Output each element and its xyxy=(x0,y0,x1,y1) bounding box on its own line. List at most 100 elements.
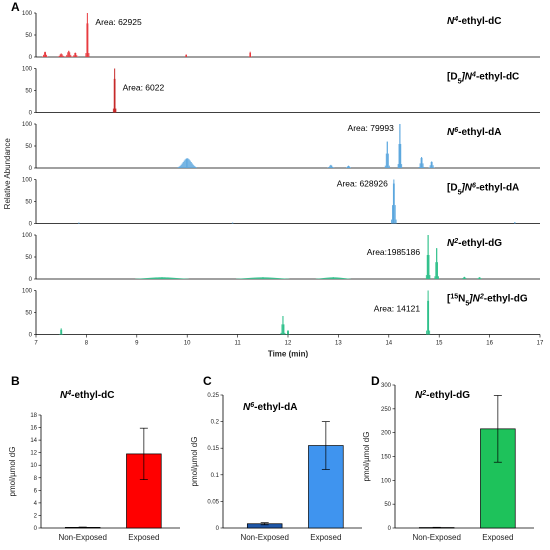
y-axis-title: pmol/µmol dG xyxy=(190,437,199,487)
y-tick-label: 100 xyxy=(22,122,33,128)
iso-superscript: 15 xyxy=(450,293,458,300)
trace-label: [D5]N4-ethyl-dC xyxy=(447,71,519,85)
y-tick-label: 50 xyxy=(25,311,32,317)
label-prefix: N xyxy=(447,16,455,27)
chart-title: N6-ethyl-dA xyxy=(243,402,297,414)
y-tick-label: 100 xyxy=(22,178,33,184)
y-tick-label: 50 xyxy=(25,33,32,39)
iso-prefix: [D xyxy=(447,183,458,194)
peak xyxy=(85,13,90,57)
peak xyxy=(384,141,390,168)
y-tick-label: 0 xyxy=(216,526,220,532)
y-tick-label: 100 xyxy=(22,289,33,295)
y-tick-label: 12 xyxy=(30,451,37,457)
peak xyxy=(42,51,49,57)
category-label: Non-Exposed xyxy=(412,533,460,542)
y-tick-label: 0 xyxy=(34,526,38,532)
title-superscript: 6 xyxy=(250,402,254,409)
y-tick-label: 100 xyxy=(22,67,33,73)
peak xyxy=(57,53,65,57)
y-axis-title: pmol/µmol dG xyxy=(362,432,371,482)
y-tick-label: 0 xyxy=(388,526,392,532)
label-suffix: -ethyl-dC xyxy=(476,72,519,83)
y-tick-label: 150 xyxy=(381,455,392,461)
peak xyxy=(280,316,286,335)
trace-2: 0 50 100 Area: 79993 N6-ethyl-dA xyxy=(22,122,540,172)
title-superscript: 4 xyxy=(66,390,71,397)
y-axis-title: Relative Abundance xyxy=(3,138,12,210)
trace-1: 0 50 100 Area: 6022 [D5]N4-ethyl-dC xyxy=(22,67,540,117)
chart-title: N2-ethyl-dG xyxy=(415,390,470,402)
iso-prefix: [D xyxy=(447,72,458,83)
title-prefix: N xyxy=(60,390,68,401)
category-label: Exposed xyxy=(310,533,341,542)
bar-chart-d: D 0 50 100 150 200 250 300 pmol/µmol dG N2-ethyl-… xyxy=(362,374,534,542)
category-label: Exposed xyxy=(128,533,159,542)
y-tick-label: 50 xyxy=(25,89,32,95)
y-tick-label: 4 xyxy=(34,501,38,507)
iso-element: N xyxy=(458,294,465,305)
y-tick-label: 0 xyxy=(29,55,33,61)
x-tick-label: 12 xyxy=(285,341,292,347)
y-tick-label: 6 xyxy=(34,488,38,494)
label-superscript: 6 xyxy=(472,182,476,189)
label-prefix: N xyxy=(447,127,455,138)
x-tick-label: 11 xyxy=(234,341,241,347)
area-label: Area: 79993 xyxy=(348,123,395,133)
chart-title: N4-ethyl-dC xyxy=(60,390,114,402)
label-superscript: 4 xyxy=(453,16,458,23)
iso-subscript: 5 xyxy=(458,78,462,85)
category-label: Non-Exposed xyxy=(240,533,288,542)
trace-4: 0 50 100 Area:1985186 N2-ethyl-dG xyxy=(22,233,540,283)
peak xyxy=(248,51,252,57)
title-prefix: N xyxy=(415,390,423,401)
y-axis-title: pmol/µmol dG xyxy=(8,447,17,497)
panel-letter-c: C xyxy=(203,374,212,388)
bar-chart-c: C 0 0.05 0.1 0.15 0.2 0.25 pmol/µmol dG N6-ethyl… xyxy=(190,374,362,542)
y-tick-label: 50 xyxy=(25,200,32,206)
peak xyxy=(434,248,439,279)
peak xyxy=(391,179,397,224)
trace-label: [15N5]N2-ethyl-dG xyxy=(447,293,528,307)
iso-subscript: 5 xyxy=(465,300,469,307)
x-axis-title: Time (min) xyxy=(268,350,309,359)
title-suffix: -ethyl-dC xyxy=(71,390,114,401)
x-tick-label: 15 xyxy=(436,341,443,347)
peak xyxy=(59,328,64,335)
peak xyxy=(78,222,80,224)
y-tick-label: 8 xyxy=(34,476,38,482)
label-suffix: -ethyl-dG xyxy=(484,294,528,305)
peak xyxy=(286,330,290,335)
label-superscript: 2 xyxy=(479,293,484,300)
area-label: Area: 62925 xyxy=(95,17,142,27)
area-label: Area: 628926 xyxy=(337,179,388,189)
y-tick-label: 0.1 xyxy=(211,473,220,479)
trace-3: 0 50 100 Area: 628926 [D5]N6-ethyl-dA xyxy=(22,178,540,228)
label-superscript: 2 xyxy=(453,238,458,245)
title-suffix: -ethyl-dG xyxy=(426,390,470,401)
iso-post: ]N xyxy=(468,294,480,305)
y-tick-label: 18 xyxy=(30,413,37,419)
x-tick-label: 8 xyxy=(85,341,89,347)
y-tick-label: 0 xyxy=(29,111,33,117)
peak xyxy=(418,157,425,168)
trace-label: N2-ethyl-dG xyxy=(447,238,502,250)
y-tick-label: 10 xyxy=(30,463,37,469)
x-tick-label: 13 xyxy=(335,341,342,347)
label-suffix: -ethyl-dG xyxy=(458,238,502,249)
x-tick-label: 10 xyxy=(184,341,191,347)
peak xyxy=(477,277,482,279)
y-tick-label: 50 xyxy=(384,502,391,508)
trace-label: N4-ethyl-dC xyxy=(447,16,501,28)
trace-label: N6-ethyl-dA xyxy=(447,127,501,139)
y-tick-label: 50 xyxy=(25,255,32,261)
peak xyxy=(428,161,435,168)
x-tick-label: 16 xyxy=(486,341,493,347)
area-label: Area: 6022 xyxy=(123,83,165,93)
x-tick-label: 9 xyxy=(135,341,139,347)
peak xyxy=(327,164,335,168)
peak xyxy=(72,52,79,57)
y-tick-label: 14 xyxy=(30,438,37,444)
